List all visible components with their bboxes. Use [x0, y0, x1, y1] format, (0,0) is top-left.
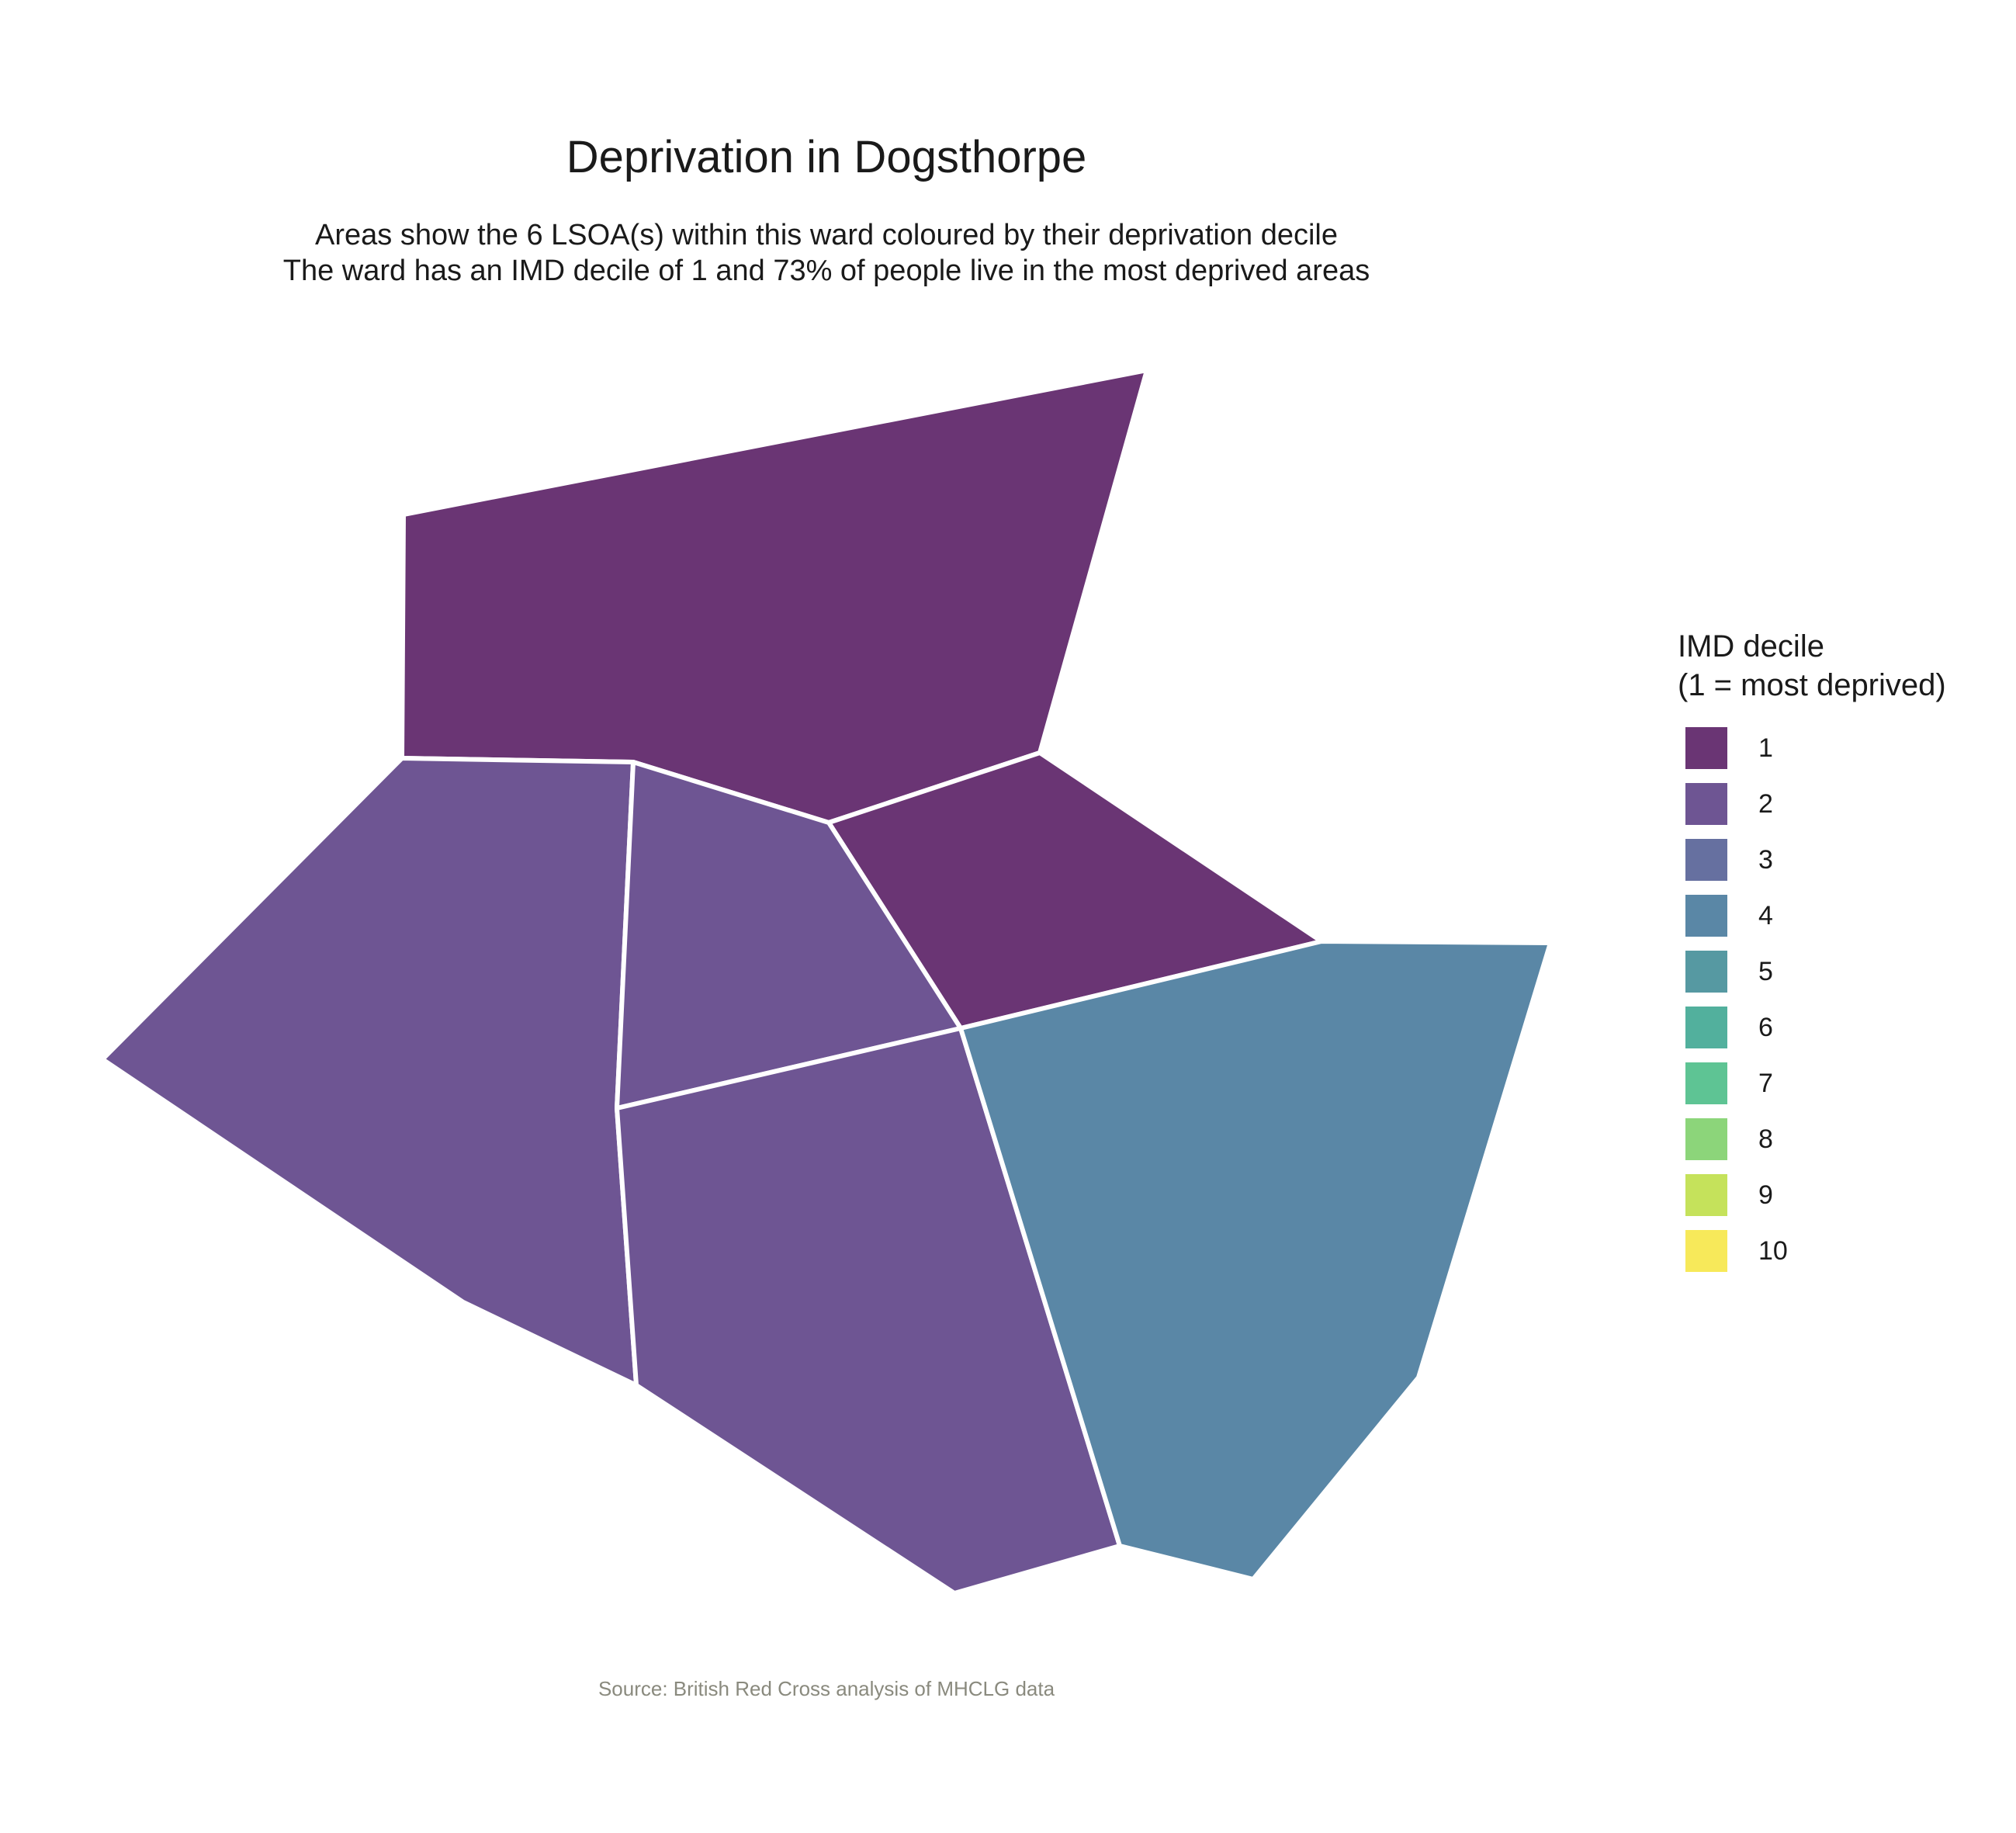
legend-label: 9 [1758, 1180, 1773, 1210]
lsoa-south [615, 1026, 1122, 1596]
map-subtitle-line-2: The ward has an IMD decile of 1 and 73% … [282, 255, 1370, 287]
legend-swatch [1685, 1174, 1727, 1216]
legend-item-4: 4 [1678, 888, 2004, 944]
legend-item-10: 10 [1678, 1223, 2004, 1279]
legend-label: 1 [1758, 733, 1773, 763]
legend-label: 7 [1758, 1068, 1773, 1098]
legend-item-9: 9 [1678, 1167, 2004, 1223]
legend-item-1: 1 [1678, 720, 2004, 776]
legend-swatch [1685, 1007, 1727, 1048]
legend-label: 8 [1758, 1124, 1773, 1154]
legend-label: 6 [1758, 1012, 1773, 1042]
legend-label: 3 [1758, 844, 1773, 875]
source-caption: Source: British Red Cross analysis of MH… [598, 1677, 1055, 1700]
legend-label: 5 [1758, 956, 1773, 986]
legend-swatch [1685, 783, 1727, 825]
legend-title: IMD decile (1 = most deprived) [1678, 627, 2004, 705]
legend-swatch [1685, 727, 1727, 769]
legend-item-3: 3 [1678, 832, 2004, 888]
legend-item-5: 5 [1678, 944, 2004, 1000]
legend-swatch [1685, 1118, 1727, 1160]
legend: IMD decile (1 = most deprived) 1 2 3 4 5… [1678, 627, 2004, 1279]
legend-label: 10 [1758, 1235, 1788, 1266]
legend-swatch [1685, 951, 1727, 993]
lsoa-west [100, 756, 639, 1388]
legend-item-2: 2 [1678, 776, 2004, 832]
legend-swatch [1685, 839, 1727, 881]
lsoa-south-east [958, 939, 1553, 1582]
legend-item-8: 8 [1678, 1111, 2004, 1167]
legend-item-7: 7 [1678, 1055, 2004, 1111]
legend-title-line-2: (1 = most deprived) [1678, 668, 1946, 702]
legend-swatch [1685, 1062, 1727, 1104]
map-title: Deprivation in Dogsthorpe [566, 132, 1087, 182]
legend-label: 2 [1758, 788, 1773, 819]
legend-swatch [1685, 895, 1727, 937]
legend-item-6: 6 [1678, 1000, 2004, 1055]
legend-label: 4 [1758, 900, 1773, 930]
ward-map [100, 370, 1553, 1596]
legend-swatch [1685, 1230, 1727, 1272]
legend-title-line-1: IMD decile [1678, 629, 1824, 664]
map-subtitle-line-1: Areas show the 6 LSOA(s) within this war… [315, 219, 1338, 251]
